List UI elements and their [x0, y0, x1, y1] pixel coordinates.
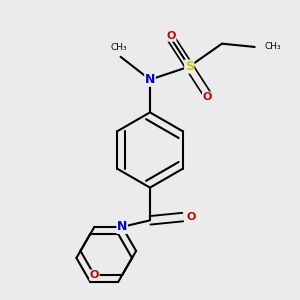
Text: N: N	[145, 73, 155, 86]
Text: O: O	[167, 31, 176, 41]
Text: O: O	[186, 212, 196, 222]
Text: S: S	[185, 60, 194, 73]
Text: CH₃: CH₃	[111, 43, 127, 52]
Text: CH₃: CH₃	[265, 42, 281, 51]
Text: O: O	[90, 270, 99, 280]
Text: N: N	[117, 220, 128, 233]
Text: O: O	[202, 92, 212, 102]
